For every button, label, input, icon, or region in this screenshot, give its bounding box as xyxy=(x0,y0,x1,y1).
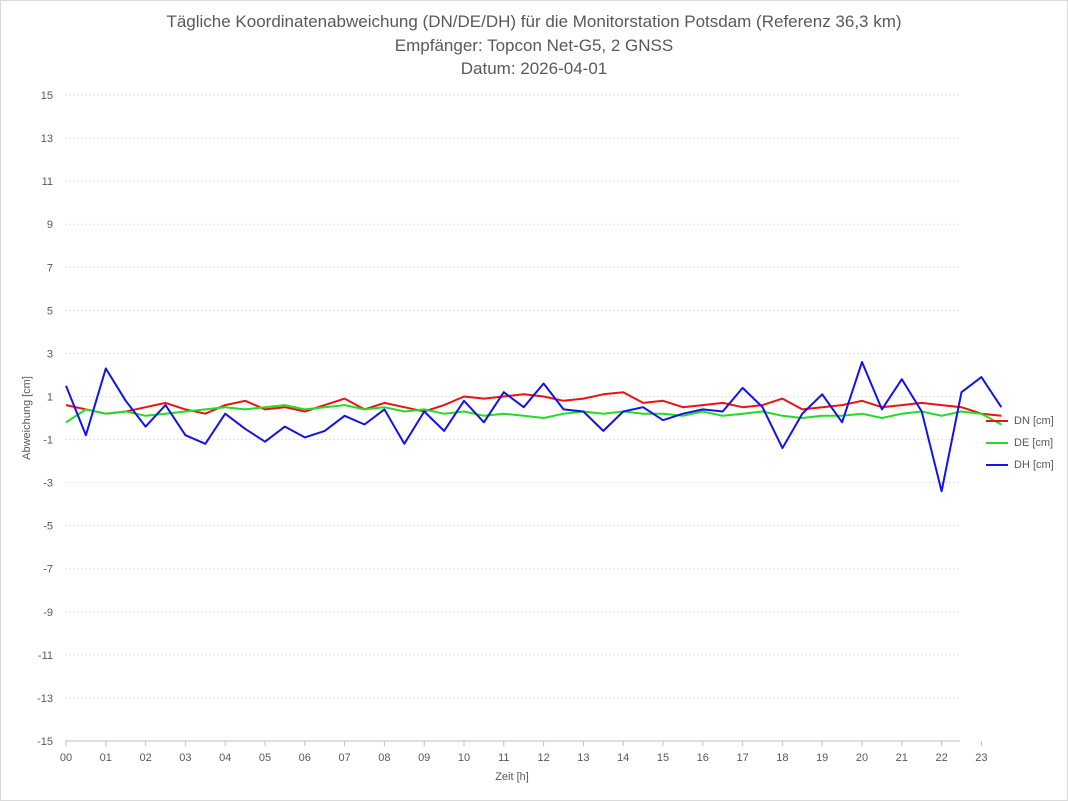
legend-item-dh: DH [cm] xyxy=(986,454,1054,476)
legend-swatch-de xyxy=(986,442,1008,444)
x-tick-label: 04 xyxy=(219,752,231,764)
y-tick-label: -15 xyxy=(37,736,53,748)
x-tick-label: 09 xyxy=(418,752,430,764)
y-tick-label: -9 xyxy=(43,607,53,619)
y-tick-label: 13 xyxy=(41,133,53,145)
y-tick-label: 1 xyxy=(47,391,53,403)
y-axis-title: Abweichung [cm] xyxy=(21,376,33,460)
x-tick-label: 22 xyxy=(935,752,947,764)
x-axis-title: Zeit [h] xyxy=(495,771,529,783)
x-tick-label: 03 xyxy=(179,752,191,764)
x-tick-label: 02 xyxy=(139,752,151,764)
legend: DN [cm] DE [cm] DH [cm] xyxy=(986,410,1054,476)
y-tick-label: -3 xyxy=(43,478,53,490)
y-tick-label: 9 xyxy=(47,219,53,231)
y-tick-label: 15 xyxy=(41,90,53,102)
x-tick-label: 07 xyxy=(338,752,350,764)
x-tick-label: 18 xyxy=(776,752,788,764)
chart-subtitle: Empfänger: Topcon Net-G5, 2 GNSS xyxy=(394,36,674,55)
y-tick-label: 3 xyxy=(47,348,53,360)
chart-date: Datum: 2026-04-01 xyxy=(460,59,608,78)
chart-title: Tägliche Koordinatenabweichung (DN/DE/DH… xyxy=(166,12,902,31)
x-tick-label: 16 xyxy=(697,752,709,764)
x-tick-label: 23 xyxy=(975,752,987,764)
x-tick-label: 15 xyxy=(657,752,669,764)
x-tick-label: 14 xyxy=(617,752,629,764)
legend-label-dn: DN [cm] xyxy=(1014,415,1054,427)
x-tick-label: 20 xyxy=(856,752,868,764)
legend-item-de: DE [cm] xyxy=(986,432,1054,454)
x-tick-label: 11 xyxy=(498,752,509,764)
y-tick-label: -13 xyxy=(37,693,53,705)
y-tick-label: -11 xyxy=(38,650,53,662)
legend-label-de: DE [cm] xyxy=(1014,437,1054,449)
x-tick-label: 08 xyxy=(378,752,390,764)
y-tick-label: -1 xyxy=(43,435,53,447)
x-tick-label: 05 xyxy=(259,752,271,764)
x-tick-label: 01 xyxy=(100,752,112,764)
legend-swatch-dn xyxy=(986,420,1008,422)
x-tick-label: 21 xyxy=(896,752,908,764)
series-line-de xyxy=(65,404,1002,426)
y-tick-label: 7 xyxy=(47,262,53,274)
legend-swatch-dh xyxy=(986,464,1008,466)
x-tick-label: 19 xyxy=(816,752,828,764)
x-tick-label: 12 xyxy=(537,752,549,764)
x-tick-label: 13 xyxy=(577,752,589,764)
series-line-dh xyxy=(65,361,1003,493)
y-tick-label: -7 xyxy=(43,564,53,576)
x-tick-label: 17 xyxy=(736,752,748,764)
x-tick-label: 00 xyxy=(60,752,72,764)
y-tick-label: 5 xyxy=(47,305,53,317)
y-tick-label: -5 xyxy=(43,521,53,533)
legend-label-dh: DH [cm] xyxy=(1014,459,1054,471)
x-tick-label: 10 xyxy=(458,752,470,764)
x-tick-label: 06 xyxy=(299,752,311,764)
legend-item-dn: DN [cm] xyxy=(986,410,1054,432)
y-tick-label: 11 xyxy=(42,176,53,188)
